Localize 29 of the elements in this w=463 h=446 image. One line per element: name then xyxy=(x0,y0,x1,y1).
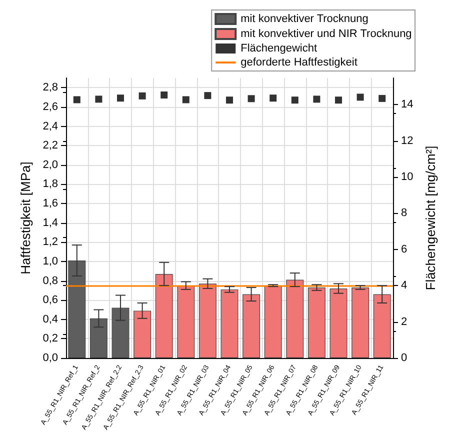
y-tick-label: 1,2 xyxy=(42,236,58,248)
y2-axis-title: Flächengewicht [mg/cm²] xyxy=(423,146,438,290)
y2-tick-label: 4 xyxy=(401,280,408,292)
legend-label: mit konvektiver Trocknung xyxy=(240,13,368,25)
y2-tick-label: 12 xyxy=(401,134,414,147)
y2-tick-label: 2 xyxy=(401,316,408,328)
y-tick-label: 1,0 xyxy=(42,255,58,268)
y-axis-title: Haftfestigkeit [MPa] xyxy=(18,162,33,274)
y-tick-label: 0,4 xyxy=(42,313,58,326)
y-tick-label: 2,6 xyxy=(42,100,58,113)
y-tick-label: 2,2 xyxy=(42,140,58,152)
y2-tick-label: 8 xyxy=(401,207,408,220)
y-tick-label: 0,8 xyxy=(42,274,58,287)
y-tick-label: 2,0 xyxy=(42,158,58,171)
y-tick-label: 2,4 xyxy=(42,120,58,132)
y2-tick-label: 0 xyxy=(401,352,408,364)
y-tick-label: 2,8 xyxy=(42,82,58,94)
y2-tick-label: 14 xyxy=(401,98,414,111)
y-tick-label: 1,6 xyxy=(42,198,58,210)
y2-tick-label: 10 xyxy=(401,171,414,184)
y-tick-label: 1,8 xyxy=(42,178,58,190)
legend-label: mit konvektiver und NIR Trocknung xyxy=(240,28,412,40)
legend-label: Flächengewicht xyxy=(240,42,318,54)
y-tick-label: 0,6 xyxy=(42,294,58,306)
legend-label: geforderte Haftfestigkeit xyxy=(240,56,358,68)
y-tick-label: 0,0 xyxy=(42,352,58,364)
y2-tick-label: 6 xyxy=(401,243,408,256)
y-tick-label: 1,4 xyxy=(42,216,58,229)
y-tick-label: 0,2 xyxy=(42,332,58,345)
